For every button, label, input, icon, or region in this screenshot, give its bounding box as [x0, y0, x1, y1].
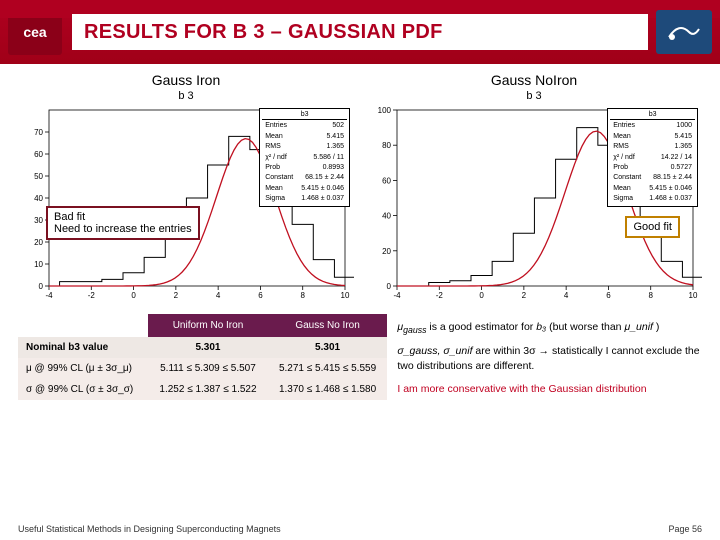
svg-text:50: 50	[34, 172, 43, 181]
note-3: I am more conservative with the Gaussian…	[397, 382, 702, 397]
svg-text:2: 2	[522, 291, 527, 300]
svg-text:10: 10	[689, 291, 698, 300]
footer-left: Useful Statistical Methods in Designing …	[18, 524, 281, 534]
svg-text:0: 0	[479, 291, 484, 300]
svg-text:2: 2	[174, 291, 179, 300]
svg-text:6: 6	[258, 291, 263, 300]
svg-text:8: 8	[300, 291, 305, 300]
chart-right-sub: b 3	[366, 90, 702, 102]
header-bar: cea RESULTS FOR B 3 – GAUSSIAN PDF	[0, 0, 720, 64]
chart-left-col: Gauss Iron b 3 -4 -2 0 2 4 6 8 10 0 10 20 30 40 50 60 7…	[18, 72, 354, 304]
annot-left-l2: Need to increase the entries	[54, 223, 192, 235]
chart-left-sub: b 3	[18, 90, 354, 102]
annotation-good-fit: Good fit	[625, 216, 680, 238]
svg-text:40: 40	[382, 212, 391, 221]
svg-text:70: 70	[34, 128, 43, 137]
svg-text:6: 6	[606, 291, 611, 300]
chart-left-box: -4 -2 0 2 4 6 8 10 0 10 20 30 40 50 60 70 b3Entries502M…	[18, 104, 354, 304]
svg-text:40: 40	[34, 194, 43, 203]
svg-text:10: 10	[341, 291, 350, 300]
svg-text:-4: -4	[45, 291, 53, 300]
chart-left-heading: Gauss Iron	[18, 72, 354, 88]
svg-text:20: 20	[34, 238, 43, 247]
logo-left-text: cea	[23, 24, 46, 40]
side-notes: μgauss is a good estimator for b₃ (but w…	[397, 314, 702, 404]
svg-text:60: 60	[382, 176, 391, 185]
annotation-bad-fit: Bad fit Need to increase the entries	[46, 206, 200, 240]
svg-text:60: 60	[34, 150, 43, 159]
logo-irfu	[656, 10, 712, 54]
chart-right-box: -4-20246810020406080100 b3Entries1000Mea…	[366, 104, 702, 304]
results-table: Uniform No IronGauss No IronNominal b3 v…	[18, 314, 387, 400]
chart-right-col: Gauss NoIron b 3 -4-20246810020406080100…	[366, 72, 702, 304]
svg-text:-2: -2	[88, 291, 96, 300]
stats-box-right: b3Entries1000Mean5.415RMS1.365χ² / ndf14…	[607, 108, 698, 207]
svg-text:4: 4	[216, 291, 221, 300]
logo-cea: cea	[8, 9, 62, 55]
svg-text:0: 0	[39, 282, 44, 291]
annot-right-l1: Good fit	[633, 221, 672, 233]
note-2: σ_gauss, σ_unif are within 3σ → statisti…	[397, 344, 702, 373]
svg-text:20: 20	[382, 247, 391, 256]
svg-text:8: 8	[648, 291, 653, 300]
stats-box-left: b3Entries502Mean5.415RMS1.365χ² / ndf5.5…	[259, 108, 350, 207]
svg-text:0: 0	[131, 291, 136, 300]
svg-text:-2: -2	[436, 291, 444, 300]
results-table-wrap: Uniform No IronGauss No IronNominal b3 v…	[18, 314, 387, 404]
svg-text:0: 0	[387, 282, 392, 291]
svg-text:10: 10	[34, 260, 43, 269]
svg-text:30: 30	[34, 216, 43, 225]
svg-text:100: 100	[378, 106, 392, 115]
chart-right-heading: Gauss NoIron	[366, 72, 702, 88]
content-area: Gauss Iron b 3 -4-2024681001020304050607…	[0, 64, 720, 404]
svg-text:80: 80	[382, 141, 391, 150]
svg-text:-4: -4	[393, 291, 401, 300]
page-title: RESULTS FOR B 3 – GAUSSIAN PDF	[84, 21, 443, 44]
footer: Useful Statistical Methods in Designing …	[18, 524, 702, 534]
annot-left-l1: Bad fit	[54, 211, 85, 223]
footer-right: Page 56	[668, 524, 702, 534]
note-1: μgauss is a good estimator for b₃ (but w…	[397, 320, 702, 336]
title-wrap: RESULTS FOR B 3 – GAUSSIAN PDF	[72, 14, 648, 50]
svg-text:4: 4	[564, 291, 569, 300]
